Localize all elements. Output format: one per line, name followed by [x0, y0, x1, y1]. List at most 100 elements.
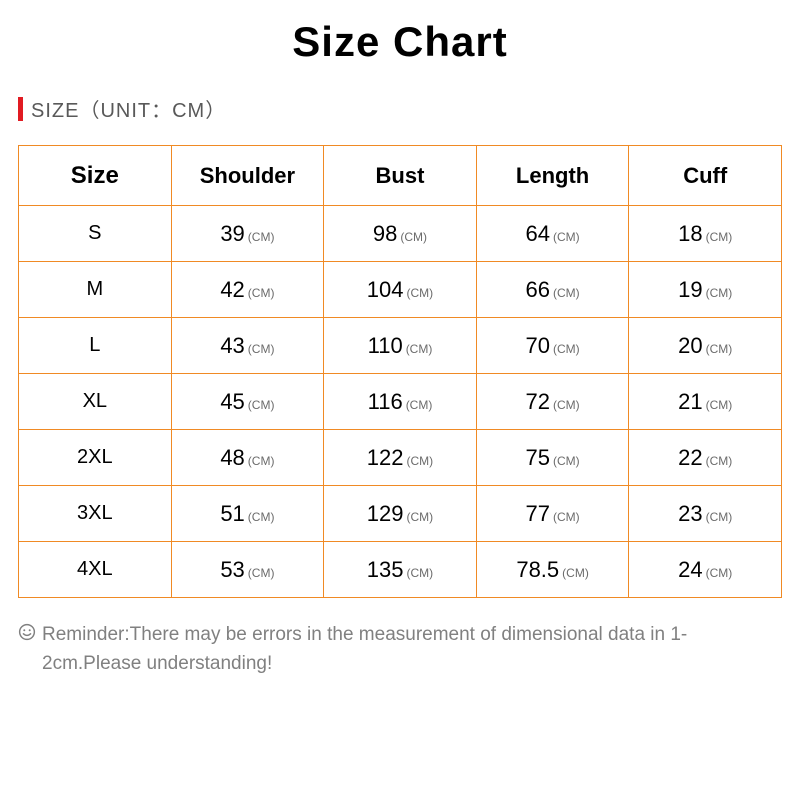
- cell-value: 64: [526, 221, 550, 247]
- table-row: 3XL51(CM)129(CM)77(CM)23(CM): [19, 486, 782, 542]
- cell-unit: (CM): [407, 510, 434, 524]
- cell-value: 75: [526, 445, 550, 471]
- cell-value: 21: [678, 389, 702, 415]
- cell-value: 18: [678, 221, 702, 247]
- cell-unit: (CM): [248, 398, 275, 412]
- cell-unit: (CM): [248, 342, 275, 356]
- table-cell: 20(CM): [629, 318, 782, 374]
- cell-unit: (CM): [248, 230, 275, 244]
- table-cell: 78.5(CM): [476, 542, 629, 598]
- cell-unit: (CM): [248, 286, 275, 300]
- size-table-header-row: Size Shoulder Bust Length Cuff: [19, 146, 782, 206]
- table-row: S39(CM)98(CM)64(CM)18(CM): [19, 206, 782, 262]
- cell-unit: (CM): [706, 398, 733, 412]
- cell-value: 110: [368, 333, 403, 359]
- cell-value: 116: [368, 389, 403, 415]
- cell-value: 122: [367, 445, 404, 471]
- reminder: Reminder:There may be errors in the meas…: [0, 598, 800, 679]
- size-cell: XL: [19, 374, 172, 430]
- reminder-text: Reminder:There may be errors in the meas…: [42, 620, 782, 679]
- cell-unit: (CM): [562, 566, 589, 580]
- table-row: 4XL53(CM)135(CM)78.5(CM)24(CM): [19, 542, 782, 598]
- table-cell: 21 (CM): [629, 374, 782, 430]
- cell-value: 104: [367, 277, 404, 303]
- table-cell: 77(CM): [476, 486, 629, 542]
- size-cell: L: [19, 318, 172, 374]
- table-cell: 104(CM): [324, 262, 477, 318]
- cell-unit: (CM): [407, 286, 434, 300]
- cell-unit: (CM): [407, 454, 434, 468]
- col-header-size: Size: [19, 146, 172, 206]
- table-row: L43(CM)110(CM)70(CM)20(CM): [19, 318, 782, 374]
- cell-value: 19: [678, 277, 702, 303]
- cell-unit: (CM): [706, 230, 733, 244]
- size-table-wrap: Size Shoulder Bust Length Cuff S 39 (CM) 98…: [0, 145, 800, 598]
- table-cell: 48(CM): [171, 430, 324, 486]
- cell-value: 51: [220, 501, 244, 527]
- heading-accent-bar: [18, 97, 23, 121]
- table-cell: 42 (CM): [171, 262, 324, 318]
- table-row: 2XL48(CM)122(CM)75(CM)22(CM): [19, 430, 782, 486]
- table-cell: 64(CM): [476, 206, 629, 262]
- cell-value: 20: [678, 333, 702, 359]
- table-cell: 19 (CM): [629, 262, 782, 318]
- table-cell: 122(CM): [324, 430, 477, 486]
- cell-unit: (CM): [248, 454, 275, 468]
- table-cell: 39 (CM): [171, 206, 324, 262]
- cell-unit: (CM): [406, 342, 433, 356]
- cell-unit: (CM): [407, 566, 434, 580]
- table-cell: 129(CM): [324, 486, 477, 542]
- smiley-icon: [18, 623, 36, 641]
- cell-value: 24: [678, 557, 702, 583]
- size-cell: 2XL: [19, 430, 172, 486]
- cell-unit: (CM): [706, 510, 733, 524]
- table-cell: 70(CM): [476, 318, 629, 374]
- cell-value: 45: [220, 389, 244, 415]
- table-cell: 66(CM): [476, 262, 629, 318]
- size-cell: M: [19, 262, 172, 318]
- cell-unit: (CM): [706, 286, 733, 300]
- cell-unit: (CM): [553, 510, 580, 524]
- table-cell: 43(CM): [171, 318, 324, 374]
- table-cell: 45 (CM): [171, 374, 324, 430]
- cell-value: 23: [678, 501, 702, 527]
- table-cell: 24(CM): [629, 542, 782, 598]
- cell-unit: (CM): [248, 566, 275, 580]
- size-cell: S: [19, 206, 172, 262]
- col-header-cuff: Cuff: [629, 146, 782, 206]
- table-cell: 18 (CM): [629, 206, 782, 262]
- table-row: XL45(CM)116(CM)72(CM)21(CM): [19, 374, 782, 430]
- cell-unit: (CM): [553, 454, 580, 468]
- cell-unit: (CM): [406, 398, 433, 412]
- table-row: M42(CM)104(CM)66(CM)19(CM): [19, 262, 782, 318]
- table-cell: 135(CM): [324, 542, 477, 598]
- cell-value: 78.5: [516, 557, 559, 583]
- table-cell: 116(CM): [324, 374, 477, 430]
- cell-value: 135: [367, 557, 404, 583]
- cell-value: 98: [373, 221, 397, 247]
- table-cell: 23 (CM): [629, 486, 782, 542]
- size-heading: SIZE（UNIT：CM）: [0, 94, 800, 145]
- table-cell: 22 (CM): [629, 430, 782, 486]
- table-cell: 53(CM): [171, 542, 324, 598]
- cell-unit: (CM): [553, 342, 580, 356]
- page-title: Size Chart: [0, 0, 800, 94]
- cell-value: 129: [367, 501, 404, 527]
- cell-value: 72: [526, 389, 550, 415]
- cell-unit: (CM): [553, 398, 580, 412]
- size-cell: 4XL: [19, 542, 172, 598]
- cell-unit: (CM): [248, 510, 275, 524]
- cell-unit: (CM): [400, 230, 427, 244]
- cell-value: 77: [526, 501, 550, 527]
- cell-value: 22: [678, 445, 702, 471]
- table-cell: 98(CM): [324, 206, 477, 262]
- col-header-length: Length: [476, 146, 629, 206]
- table-cell: 72(CM): [476, 374, 629, 430]
- cell-value: 42: [220, 277, 244, 303]
- table-cell: 51 (CM): [171, 486, 324, 542]
- size-table-head: Size Shoulder Bust Length Cuff: [19, 146, 782, 206]
- table-cell: 110(CM): [324, 318, 477, 374]
- col-header-bust: Bust: [324, 146, 477, 206]
- cell-unit: (CM): [706, 454, 733, 468]
- cell-value: 39: [220, 221, 244, 247]
